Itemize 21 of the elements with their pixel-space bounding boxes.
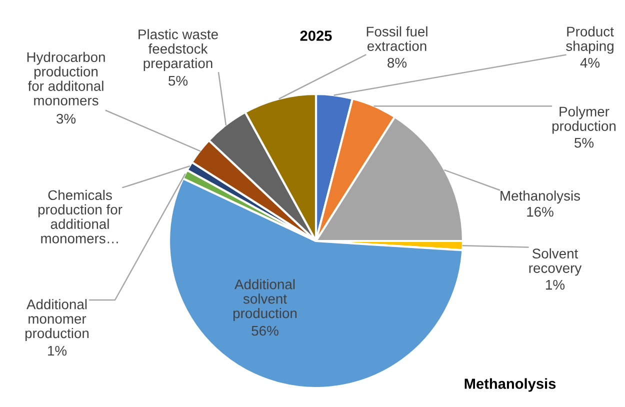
data-label: 4% <box>580 58 600 68</box>
slice-label: Methanolysis <box>500 190 580 204</box>
data-label: 1% <box>546 280 565 290</box>
data-label: 5% <box>574 138 594 148</box>
slice-label: Fossil fuel extraction <box>366 26 428 51</box>
text: Methanolysis <box>464 378 556 392</box>
data-label: 16% <box>527 206 554 217</box>
slice-label: Chemicals production for additional monomers… <box>38 190 122 244</box>
data-label: 5% <box>168 76 188 86</box>
slice-label: Plastic waste feedstock preparation <box>138 29 218 71</box>
chart-title: 2025 <box>300 30 332 41</box>
slice-label: Polymer production <box>552 106 616 134</box>
slice-label: Additional monomer production <box>25 299 89 341</box>
slice-label: Hydrocarbon production for additonal monomers <box>27 52 105 106</box>
data-label: 3% <box>56 114 76 124</box>
data-label: 8% <box>388 58 407 68</box>
slice-label: Solvent recovery <box>529 248 582 276</box>
slice-label: Additional solvent production <box>233 279 297 321</box>
data-label: 56% <box>252 326 278 336</box>
slice-label: Product shaping <box>566 26 614 54</box>
data-label: 1% <box>48 346 67 356</box>
